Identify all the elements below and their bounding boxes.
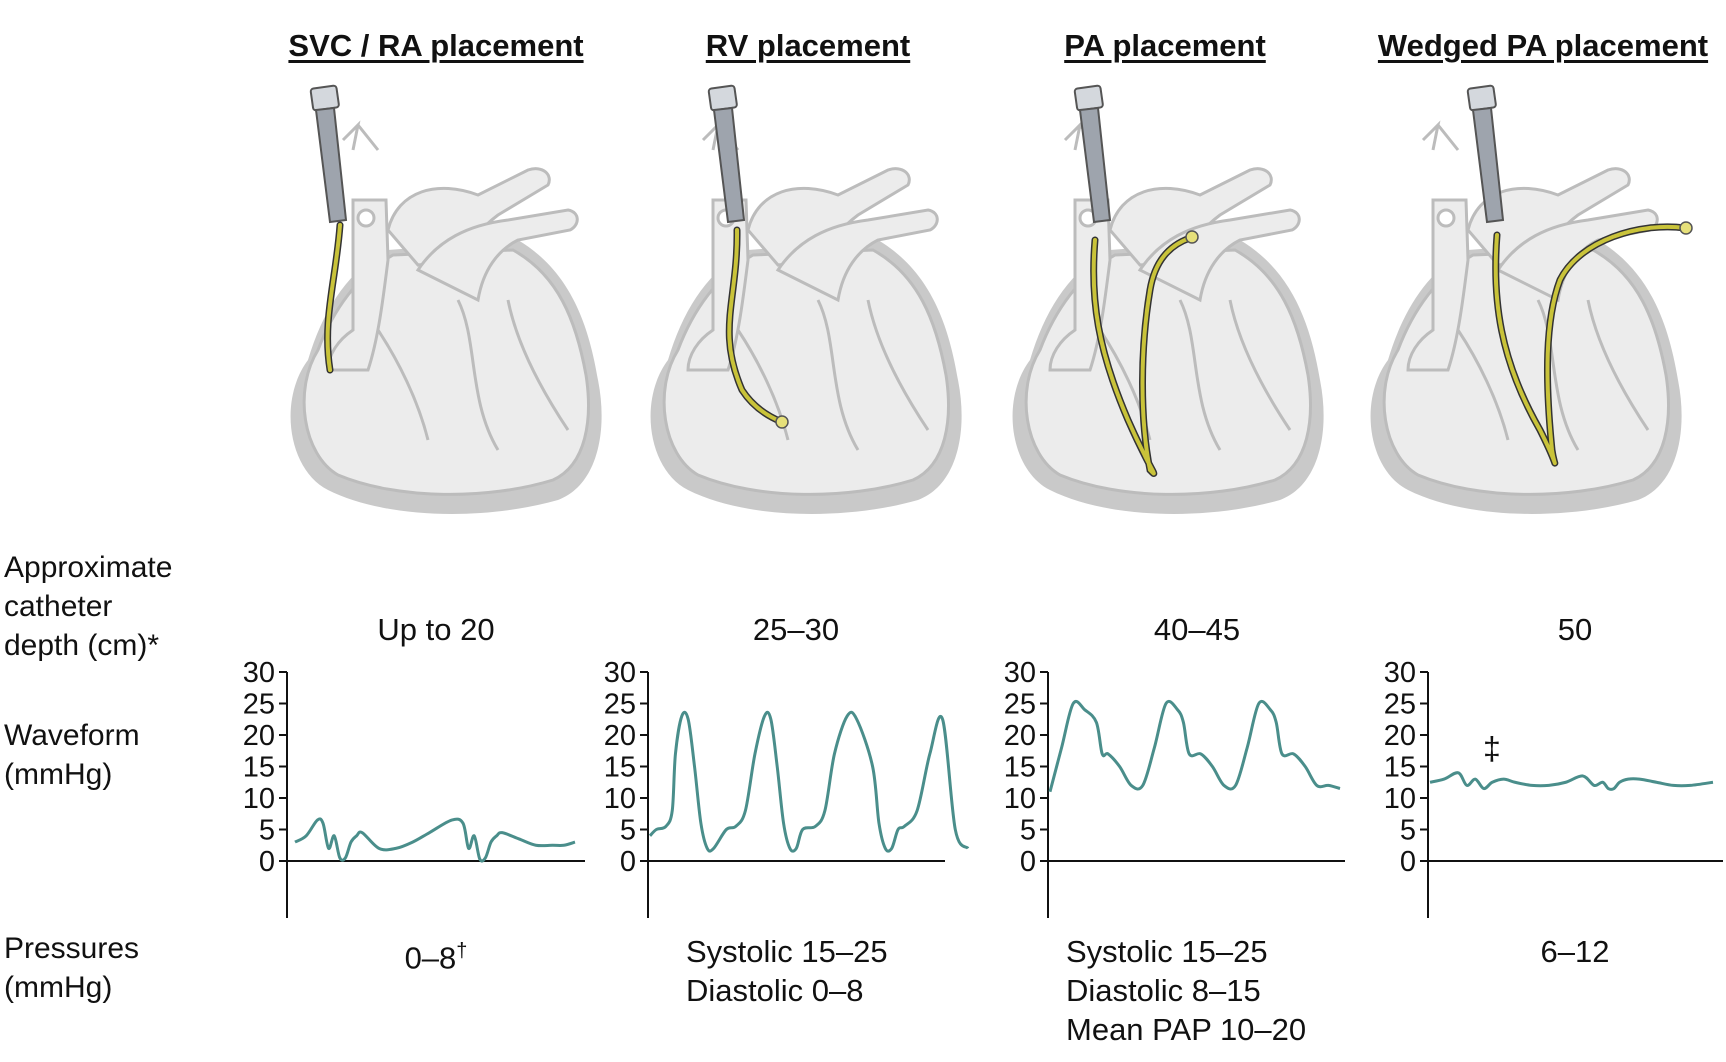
y-tick-label: 25 <box>604 689 636 721</box>
double-dagger-mark: ‡ <box>1483 731 1501 767</box>
y-tick-label: 30 <box>1384 657 1416 689</box>
depth-value-pa: 40–45 <box>1153 612 1241 647</box>
depth-value-rv: 25–30 <box>752 612 840 647</box>
heart-illustration <box>1370 84 1682 514</box>
y-tick-label: 10 <box>1384 783 1416 815</box>
heart-illustration <box>1012 84 1324 514</box>
depth-value-svc-ra: Up to 20 <box>377 612 495 647</box>
dagger-footnote-mark: † <box>456 940 468 962</box>
waveform-line <box>648 710 970 853</box>
waveform-line <box>294 817 576 863</box>
waveform-row-label: Waveform (mmHg) <box>4 719 140 791</box>
pressure-value-wedged-pa: 6–12 <box>1540 934 1610 969</box>
y-tick-label: 0 <box>620 846 636 878</box>
y-tick-label: 15 <box>1384 752 1416 784</box>
y-tick-label: 15 <box>243 752 275 784</box>
y-tick-label: 25 <box>1004 689 1036 721</box>
catheter <box>727 228 784 424</box>
depth-row-label: Approximate catheter depth (cm)* <box>4 551 173 662</box>
balloon-tip <box>1679 221 1693 235</box>
heart-illustration <box>290 84 602 514</box>
panel-title-rv: RV placement <box>705 28 911 63</box>
pressure-value-svc-ra: 0–8† <box>404 940 468 976</box>
pressures-row-label: Pressures (mmHg) <box>4 932 140 1004</box>
catheter <box>1493 224 1687 466</box>
y-tick-label: 10 <box>1004 783 1036 815</box>
y-tick-label: 30 <box>604 657 636 689</box>
balloon-tip <box>775 415 789 429</box>
y-tick-label: 15 <box>604 752 636 784</box>
y-tick-label: 10 <box>604 783 636 815</box>
y-tick-label: 0 <box>1400 846 1416 878</box>
y-tick-label: 30 <box>1004 657 1036 689</box>
y-tick-label: 30 <box>243 657 275 689</box>
y-tick-label: 0 <box>1020 846 1036 878</box>
waveform-charts: 0510152025300510152025300510152025300510… <box>243 657 1723 918</box>
panel-title-wedged-pa: Wedged PA placement <box>1377 28 1709 63</box>
waveform-line <box>1429 771 1714 791</box>
panel-title-pa: PA placement <box>1064 28 1266 63</box>
y-tick-label: 15 <box>1004 752 1036 784</box>
y-tick-label: 10 <box>243 783 275 815</box>
panel-title-svc-ra: SVC / RA placement <box>288 28 584 63</box>
pressure-value-pa: Systolic 15–25 Diastolic 8–15 Mean PAP 10–… <box>1066 934 1307 1047</box>
y-tick-label: 20 <box>243 720 275 752</box>
y-tick-label: 5 <box>620 815 636 847</box>
y-tick-label: 5 <box>1020 815 1036 847</box>
y-tick-label: 5 <box>1400 815 1416 847</box>
balloon-tip <box>1185 230 1199 244</box>
catheter <box>325 223 342 372</box>
pressure-value-rv: Systolic 15–25 Diastolic 0–8 <box>686 934 888 1008</box>
y-tick-label: 25 <box>1384 689 1416 721</box>
y-tick-label: 5 <box>259 815 275 847</box>
heart-illustrations <box>290 84 1693 514</box>
heart-illustration <box>650 84 962 514</box>
y-tick-label: 20 <box>604 720 636 752</box>
y-tick-label: 0 <box>259 846 275 878</box>
waveform-line <box>1048 699 1341 793</box>
depth-value-wedged-pa: 50 <box>1557 612 1593 647</box>
y-tick-label: 20 <box>1384 720 1416 752</box>
y-tick-label: 20 <box>1004 720 1036 752</box>
y-tick-label: 25 <box>243 689 275 721</box>
catheter <box>1091 236 1192 476</box>
